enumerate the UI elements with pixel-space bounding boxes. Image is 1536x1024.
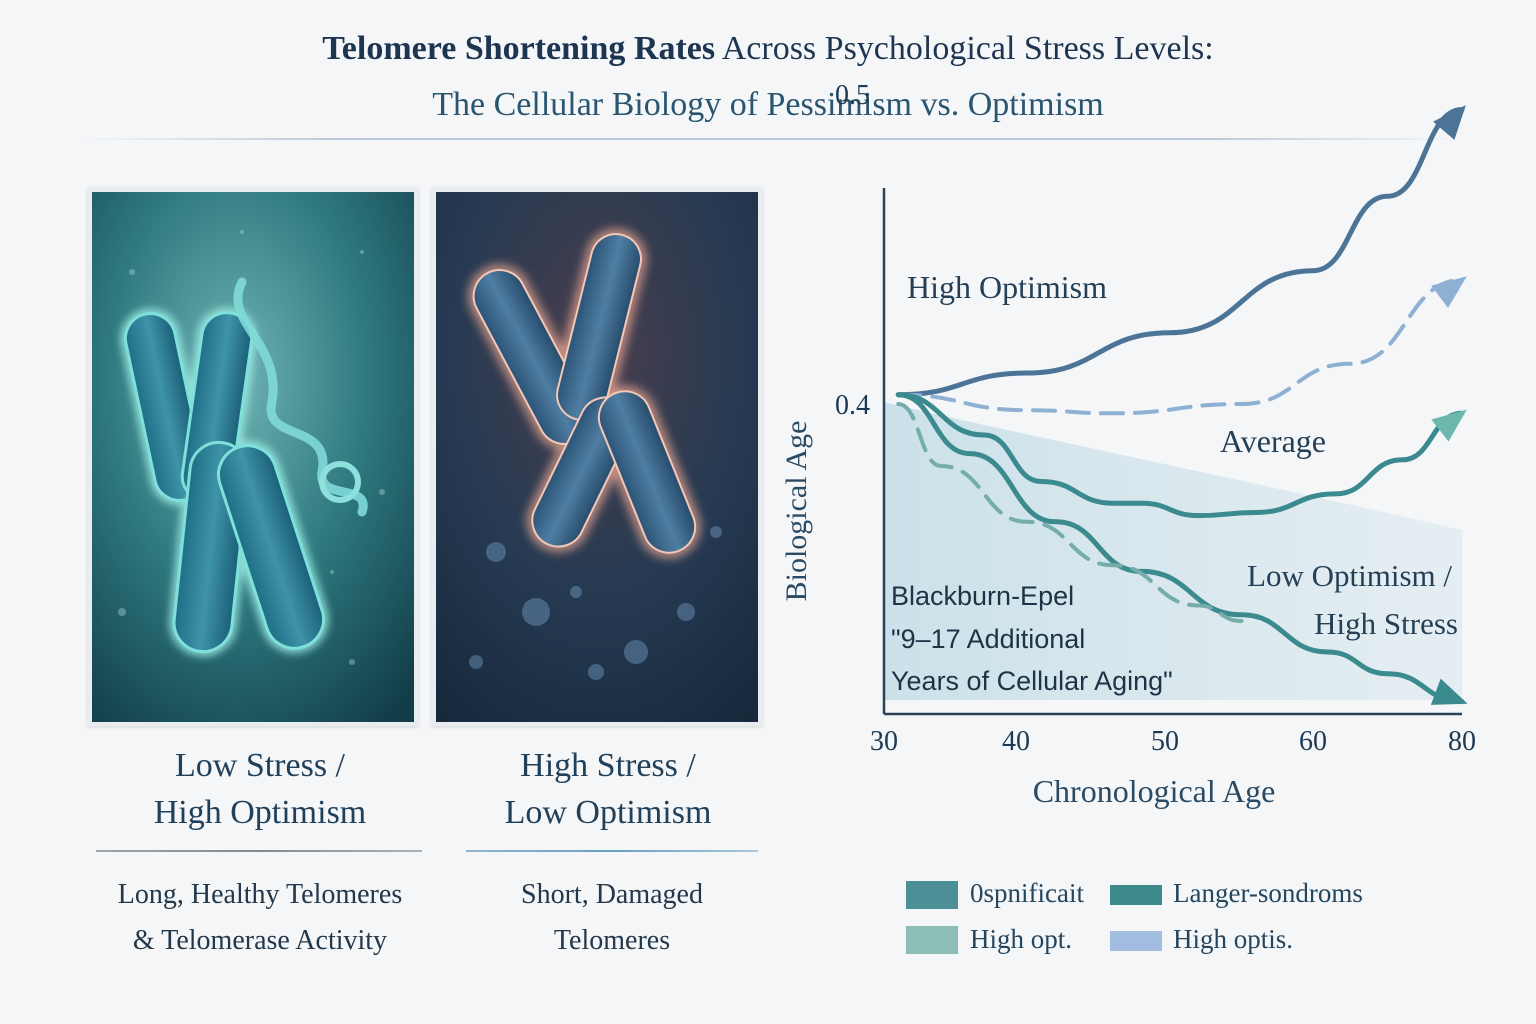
x-tick-label: 50 — [1151, 726, 1179, 757]
series-arrowhead-1 — [1433, 104, 1466, 140]
y-axis-label: Biological Age — [780, 421, 813, 602]
series-label-low-optimism-line1: Low Optimism / — [1247, 558, 1452, 593]
panel-1-description: Long, Healthy Telomeres & Telomerase Act… — [117, 879, 403, 956]
x-tick-label: 40 — [1002, 726, 1030, 757]
series-arrowhead-3 — [1431, 409, 1467, 442]
y-tick-label: 0.5 — [835, 80, 870, 111]
x-axis-label: Chronological Age — [1033, 773, 1276, 809]
chart-title: Telomere Shortening Rates Across Psychol… — [322, 30, 1214, 67]
annotation-line-3: Years of Cellular Aging" — [891, 666, 1173, 696]
legend-swatch-1 — [906, 881, 958, 909]
title-divider — [80, 138, 1460, 140]
panel-2-description: Short, Damaged Telomeres — [521, 879, 703, 956]
annotation-line-2: "9–17 Additional — [891, 624, 1085, 654]
series-label-high-optimism: High Optimism — [907, 269, 1107, 305]
panel-2-caption: High Stress / Low Optimism — [504, 747, 712, 831]
series-line-5 — [896, 402, 1244, 623]
legend-swatch-2 — [1110, 885, 1162, 905]
x-tick-label: 80 — [1448, 726, 1476, 757]
series-line-3 — [895, 392, 1465, 519]
panel-1-divider — [96, 850, 422, 852]
y-tick-label: 0.4 — [835, 390, 870, 421]
series-arrowhead-4 — [1430, 678, 1468, 705]
legend-swatch-4 — [1110, 931, 1162, 951]
legend-label-4: High optis. — [1173, 924, 1294, 954]
series-line-2 — [896, 278, 1464, 416]
annotation-line-1: Blackburn-Epel — [891, 581, 1074, 611]
x-tick-label: 60 — [1299, 726, 1327, 757]
healthy-chromosome-illustration — [88, 188, 418, 726]
series-label-low-optimism-line2: High Stress — [1314, 606, 1458, 641]
damaged-chromosome-illustration — [432, 188, 762, 726]
legend-label-1: 0spnificait — [970, 878, 1084, 908]
series-arrowhead-2 — [1431, 276, 1467, 308]
series-line-4 — [895, 392, 1465, 705]
average-shaded-band — [884, 402, 1462, 700]
legend-label-2: Langer-sondroms — [1173, 878, 1363, 908]
series-label-average: Average — [1220, 423, 1326, 459]
panel-2-divider — [466, 850, 758, 852]
panel-1-caption: Low Stress / High Optimism — [153, 747, 367, 831]
x-tick-label: 30 — [870, 726, 898, 757]
legend-swatch-3 — [906, 926, 958, 954]
legend-label-3: High opt. — [970, 924, 1073, 954]
chart-subtitle: The Cellular Biology of Pessimism vs. Op… — [432, 86, 1104, 123]
series-line-1 — [895, 107, 1465, 398]
